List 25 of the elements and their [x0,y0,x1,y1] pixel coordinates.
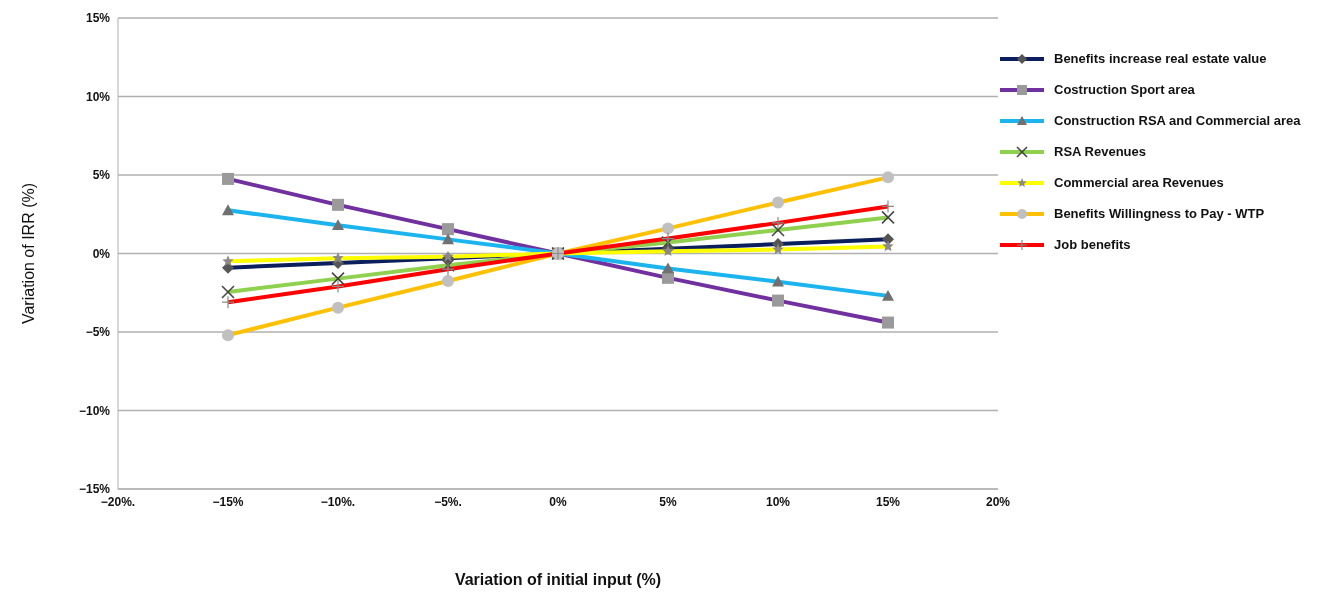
x-tick-label: 15% [875,494,901,509]
legend-label: Job benefits [1054,237,1131,252]
x-tick-label: 0% [549,494,567,509]
x-tick-label: 20% [985,494,1011,509]
x-tick-label: 10% [765,494,791,509]
y-tick-label: 15% [85,11,111,26]
x-tick-label: −5%. [434,494,462,509]
legend-label: Commercial area Revenues [1054,175,1224,190]
legend-label: Costruction Sport area [1054,82,1195,97]
legend-label: RSA Revenues [1054,144,1146,159]
legend-label: Benefits increase real estate value [1054,51,1267,66]
x-tick-label: −10%. [320,494,356,509]
legend-label: Construction RSA and Commercial area [1054,113,1301,128]
y-tick-label: 0% [92,246,111,261]
y-tick-label: −5% [85,325,111,340]
x-axis-title: Variation of initial input (%) [454,571,662,589]
y-tick-label: 10% [85,89,111,104]
y-tick-label: 5% [92,168,111,183]
x-tick-label: −15% [212,494,244,509]
x-tick-label: −20%. [100,494,136,509]
y-tick-label: −10% [78,403,111,418]
y-axis-title: Variation of IRR (%) [19,182,37,325]
legend-label: Benefits Willingness to Pay - WTP [1054,206,1265,221]
x-tick-label: 5% [659,494,677,509]
y-tick-label: −15% [78,482,111,497]
